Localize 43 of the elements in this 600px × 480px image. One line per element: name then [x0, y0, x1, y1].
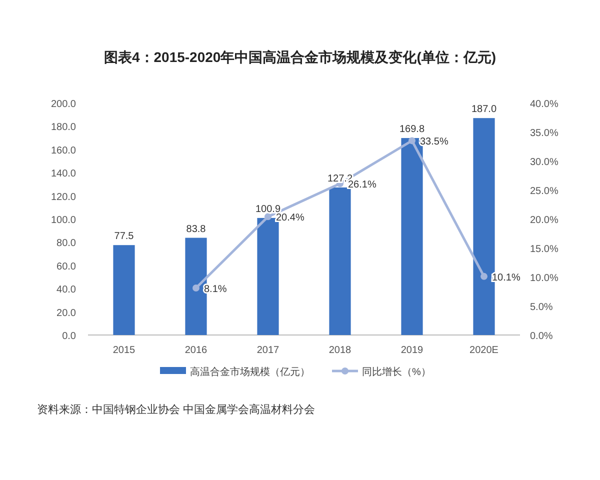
data-label: 83.8 [186, 224, 206, 235]
x-tick-label: 2019 [400, 345, 424, 356]
bar [113, 245, 135, 335]
y-tick-label: 160.0 [50, 145, 76, 156]
y2-tick-label: 40.0% [530, 99, 558, 110]
point [408, 137, 416, 144]
y2-tick-label: 30.0% [530, 157, 558, 168]
y2-tick-label: 35.0% [530, 128, 558, 139]
y2-tick-label: 25.0% [530, 186, 558, 197]
legend-label: 高温合金市场规模（亿元） [190, 366, 310, 378]
legend-label: 同比增长（%） [362, 366, 431, 378]
data-label: 26.1% [348, 180, 376, 191]
data-label: 100.9 [255, 204, 281, 215]
data-label: 187.0 [471, 104, 497, 116]
y-tick-label: 120.0 [50, 192, 76, 203]
y-tick-label: 140.0 [50, 168, 76, 180]
y-tick-label: 20.0 [56, 308, 76, 319]
point [264, 213, 272, 220]
x-tick-label: 2020E [470, 345, 499, 356]
y2-tick-label: 5.0% [530, 302, 553, 313]
y2-tick-label: 20.0% [530, 215, 558, 226]
y2-tick-label: 15.0% [530, 244, 558, 255]
y-tick-label: 0.0 [62, 331, 76, 342]
y-tick-label: 80.0 [56, 238, 76, 250]
y-tick-label: 60.0 [56, 261, 76, 272]
x-tick-label: 2018 [328, 345, 352, 356]
point [192, 284, 200, 292]
data-label: 77.5 [114, 231, 134, 242]
y-tick-label: 180.0 [50, 122, 76, 134]
data-label: 169.8 [399, 124, 425, 136]
x-tick-label: 2015 [112, 345, 136, 356]
y2-tick-label: 0.0% [530, 331, 553, 342]
chart-title: 图表4：2015-2020年中国高温合金市场规模及变化(单位：亿元) [104, 49, 496, 65]
data-label: 20.4% [276, 212, 304, 224]
y-tick-label: 100.0 [50, 215, 76, 226]
point [480, 272, 488, 280]
x-tick-label: 2017 [256, 345, 280, 356]
y2-tick-label: 10.0% [530, 273, 558, 284]
x-tick-label: 2016 [184, 345, 208, 356]
y-tick-label: 200.0 [50, 99, 76, 110]
bar [329, 187, 351, 335]
text: 资料来源：中国特钢企业协会 中国金属学会高温材料分会 [37, 403, 316, 416]
y-tick-label: 40.0 [56, 284, 76, 296]
